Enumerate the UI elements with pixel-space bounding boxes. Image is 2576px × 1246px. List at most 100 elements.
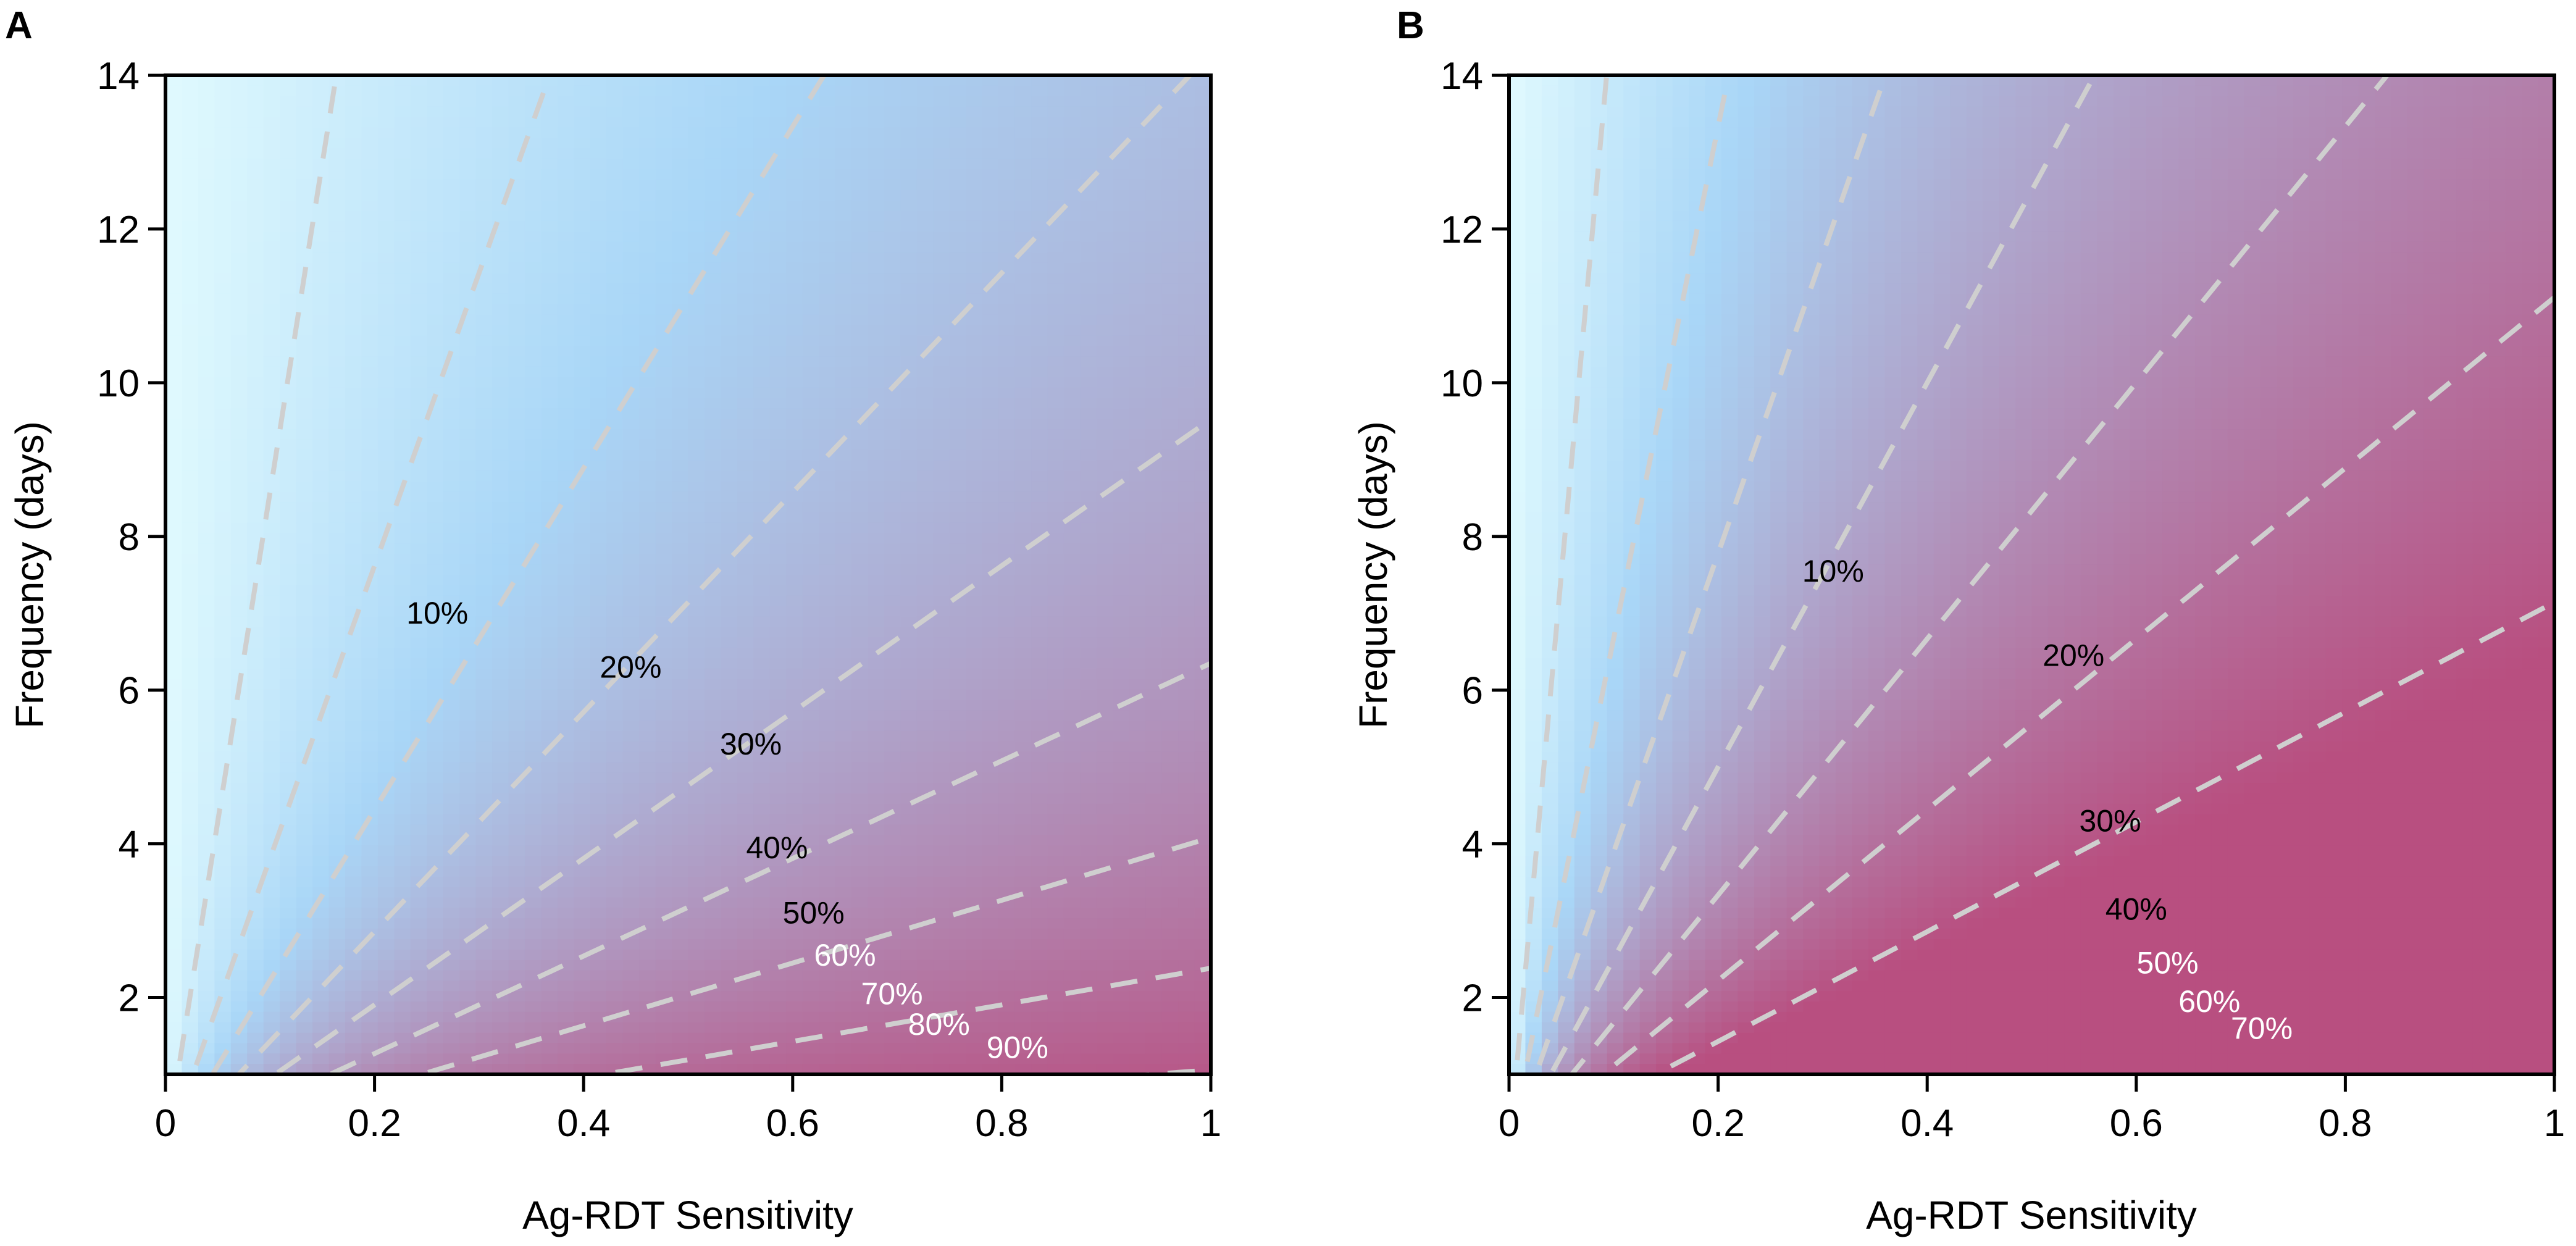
heatmap-cell [263, 325, 280, 337]
heatmap-cell [361, 730, 378, 742]
heatmap-cell [966, 793, 983, 805]
heatmap-cell [916, 398, 934, 409]
heatmap-cell [655, 346, 672, 357]
heatmap-cell [835, 533, 852, 545]
heatmap-cell [916, 856, 934, 867]
heatmap-cell [198, 627, 215, 638]
heatmap-cell [410, 314, 428, 326]
heatmap-cell [819, 512, 836, 524]
heatmap-cell [475, 179, 493, 191]
heatmap-cell [361, 127, 378, 138]
heatmap-cell [328, 127, 346, 138]
heatmap-cell [296, 606, 313, 617]
heatmap-cell [280, 554, 297, 565]
heatmap-cell [851, 991, 869, 1002]
heatmap-cell [721, 876, 738, 888]
heatmap-cell [524, 741, 542, 753]
heatmap-cell [198, 158, 215, 170]
heatmap-cell [214, 627, 232, 638]
heatmap-cell [165, 460, 183, 472]
heatmap-cell [966, 283, 983, 295]
heatmap-cell [427, 387, 444, 399]
heatmap-cell [574, 439, 591, 451]
heatmap-cell [721, 158, 738, 170]
heatmap-cell [524, 1053, 542, 1064]
heatmap-cell [590, 627, 608, 638]
heatmap-cell [361, 158, 378, 170]
heatmap-cell [916, 293, 934, 305]
heatmap-cell [737, 585, 755, 596]
heatmap-cell [247, 845, 264, 856]
heatmap-cell [590, 449, 608, 461]
heatmap-cell [247, 273, 264, 284]
heatmap-cell [182, 85, 199, 97]
heatmap-cell [884, 679, 901, 690]
heatmap-cell [410, 304, 428, 316]
heatmap-cell [263, 366, 280, 378]
heatmap-cell [769, 616, 787, 628]
heatmap-cell [721, 668, 738, 680]
heatmap-cell [851, 138, 869, 149]
heatmap-cell [688, 200, 705, 211]
heatmap-cell [688, 75, 705, 86]
heatmap-cell [933, 148, 950, 159]
heatmap-cell [704, 262, 722, 274]
heatmap-cell [769, 491, 787, 503]
heatmap-cell [606, 554, 624, 565]
heatmap-cell [280, 585, 297, 596]
heatmap-cell [443, 575, 460, 586]
heatmap-cell [590, 991, 608, 1002]
heatmap-cell [492, 606, 509, 617]
heatmap-cell [312, 575, 330, 586]
heatmap-cell [606, 980, 624, 992]
heatmap-cell [835, 262, 852, 274]
heatmap-cell [900, 929, 918, 940]
heatmap-cell [835, 960, 852, 971]
heatmap-cell [949, 616, 966, 628]
heatmap-cell [296, 1011, 313, 1023]
heatmap-cell [868, 710, 885, 721]
heatmap-cell [900, 762, 918, 774]
heatmap-cell [606, 887, 624, 898]
heatmap-cell [165, 1011, 183, 1023]
heatmap-cell [672, 200, 689, 211]
heatmap-cell [672, 429, 689, 440]
heatmap-cell [606, 616, 624, 628]
heatmap-cell [312, 741, 330, 753]
heatmap-cell [214, 710, 232, 721]
heatmap-cell [328, 325, 346, 337]
heatmap-cell [280, 252, 297, 264]
heatmap-cell [590, 356, 608, 367]
heatmap-cell [704, 293, 722, 305]
heatmap-cell [933, 689, 950, 701]
heatmap-cell [508, 200, 525, 211]
heatmap-cell [263, 918, 280, 929]
heatmap-cell [916, 325, 934, 337]
heatmap-cell [900, 949, 918, 961]
heatmap-cell [933, 262, 950, 274]
heatmap-cell [835, 658, 852, 669]
heatmap-cell [182, 106, 199, 118]
heatmap-cell [998, 481, 1016, 492]
heatmap-cell [541, 772, 558, 784]
heatmap-cell [933, 211, 950, 222]
heatmap-cell [492, 845, 509, 856]
heatmap-cell [933, 398, 950, 409]
heatmap-cell [377, 211, 395, 222]
heatmap-cell [328, 387, 346, 399]
heatmap-cell [786, 751, 803, 763]
heatmap-cell [916, 231, 934, 243]
heatmap-cell [916, 512, 934, 524]
heatmap-cell [819, 387, 836, 399]
heatmap-cell [802, 419, 819, 430]
heatmap-cell [606, 262, 624, 274]
heatmap-cell [655, 138, 672, 149]
heatmap-cell [606, 408, 624, 419]
heatmap-cell [410, 595, 428, 607]
heatmap-cell [263, 1001, 280, 1013]
heatmap-cell [949, 231, 966, 243]
heatmap-cell [868, 876, 885, 888]
heatmap-cell [819, 377, 836, 388]
heatmap-cell [884, 897, 901, 909]
heatmap-cell [328, 939, 346, 950]
